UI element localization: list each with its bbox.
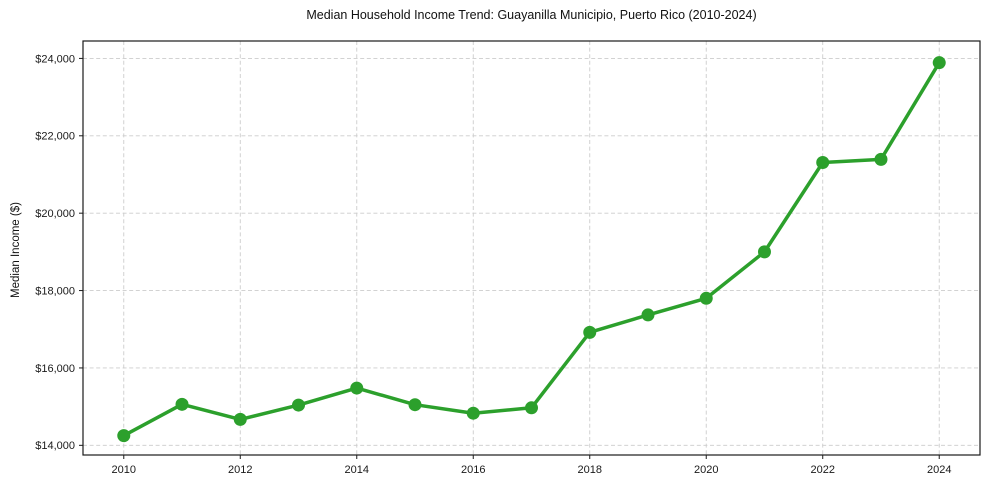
x-tick-label-2024: 2024 (927, 464, 951, 476)
y-tick-label-18000: $18,000 (35, 285, 75, 297)
y-tick-label-24000: $24,000 (35, 53, 75, 65)
data-point-2012 (233, 412, 247, 426)
chart-title: Median Household Income Trend: Guayanill… (306, 8, 757, 22)
data-point-2020 (699, 291, 713, 305)
plot-border (82, 40, 981, 456)
data-point-2018 (583, 325, 597, 339)
x-tick-label-2018: 2018 (578, 464, 602, 476)
data-point-2010 (117, 429, 131, 443)
income-trend-line (122, 60, 941, 438)
data-point-2011 (175, 397, 189, 411)
x-tick-label-2016: 2016 (461, 464, 485, 476)
data-point-2014 (350, 381, 364, 395)
data-point-2019 (641, 308, 655, 322)
y-tick-label-16000: $16,000 (35, 363, 75, 375)
y-axis-title: Median Income ($) (10, 202, 22, 298)
data-point-2024 (932, 56, 946, 70)
x-tick-label-2022: 2022 (810, 464, 834, 476)
x-tick-label-2012: 2012 (228, 464, 252, 476)
x-tick-label-2010: 2010 (112, 464, 136, 476)
data-point-2023 (874, 152, 888, 166)
data-point-2021 (757, 245, 771, 259)
x-tick-label-2020: 2020 (694, 464, 718, 476)
x-tick-label-2014: 2014 (345, 464, 369, 476)
y-tick-label-22000: $22,000 (35, 131, 75, 143)
y-tick-label-14000: $14,000 (35, 440, 75, 452)
data-point-2016 (466, 406, 480, 420)
data-point-2013 (292, 398, 306, 412)
y-tick-label-20000: $20,000 (35, 208, 75, 220)
data-point-2022 (816, 155, 830, 169)
data-point-2015 (408, 398, 422, 412)
data-point-2017 (525, 401, 538, 415)
